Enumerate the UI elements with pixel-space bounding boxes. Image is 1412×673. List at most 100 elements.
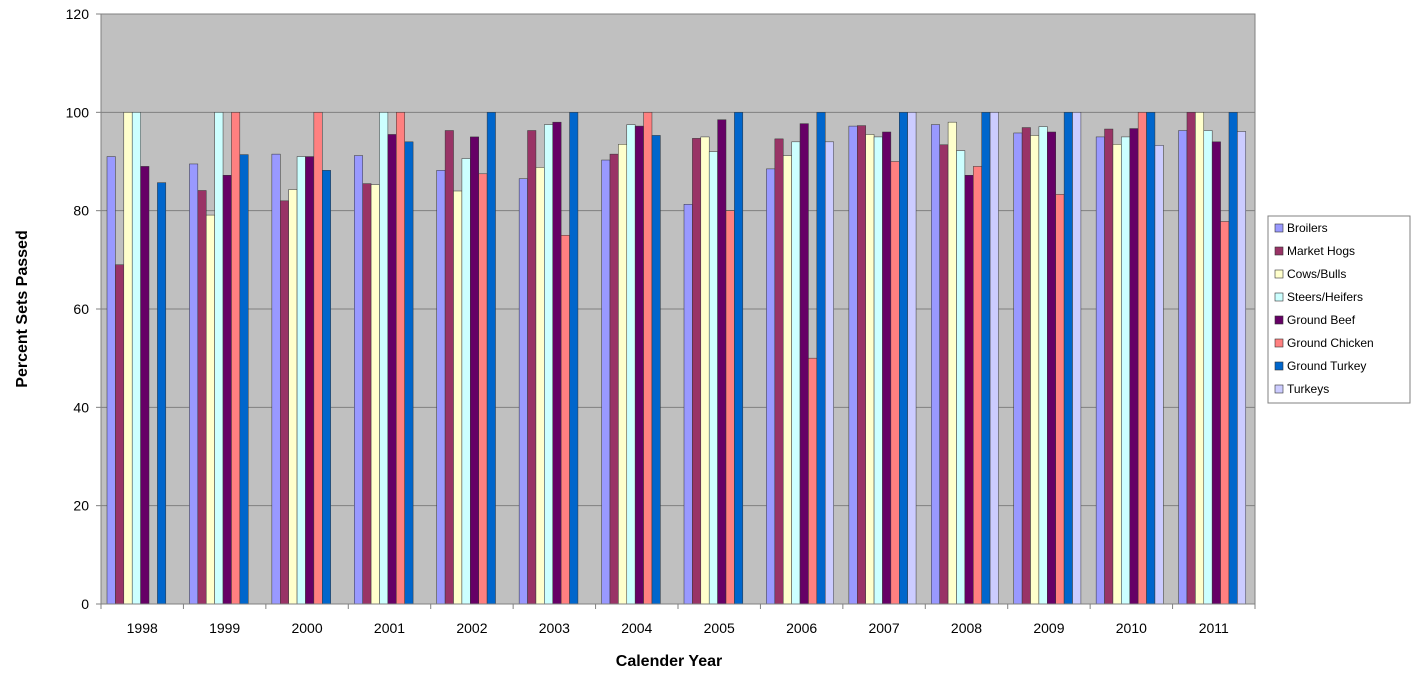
bar-market-hogs-2007	[857, 125, 866, 605]
bar-broilers-1999	[189, 163, 199, 605]
bar-ground-beef-2008	[964, 175, 974, 605]
bar-ground-turkey-2005	[734, 112, 744, 605]
bar-cows-bulls-2009	[1030, 135, 1040, 605]
x-tick-labels: 1998 1999 2000 2001 2002 2003 2004 2005 2006 2007…	[127, 620, 1229, 636]
bar-steers-heifers-1999	[214, 112, 224, 605]
bars	[106, 112, 1247, 605]
x-tick-label: 2003	[539, 620, 570, 636]
bar-market-hogs-1998	[115, 264, 125, 605]
bar-turkeys-2006	[824, 141, 834, 605]
y-tick-label: 20	[73, 498, 89, 514]
legend-swatch-turkeys	[1274, 384, 1284, 394]
bar-broilers-2000	[271, 153, 281, 605]
bar-ground-chicken-2003	[560, 235, 570, 605]
x-tick-label: 2008	[951, 620, 982, 636]
legend-swatch-ground-beef	[1274, 315, 1284, 325]
legend-label-ground-chicken: Ground Chicken	[1287, 336, 1374, 350]
bar-market-hogs-2008	[939, 144, 949, 605]
bar-broilers-2002	[436, 170, 446, 605]
bar-broilers-1998	[106, 156, 116, 605]
x-tick-label: 2002	[456, 620, 487, 636]
bar-market-hogs-2003	[527, 130, 537, 605]
bar-turkeys-2008	[989, 112, 999, 605]
bar-broilers-2003	[518, 178, 528, 605]
bar-cows-bulls-2007	[865, 134, 875, 605]
bar-broilers-2011	[1178, 130, 1188, 605]
legend-label-steers-heifers: Steers/Heifers	[1287, 290, 1363, 304]
bar-cows-bulls-1999	[205, 214, 215, 605]
legend-swatch-broilers	[1274, 223, 1284, 233]
bar-ground-turkey-1998	[157, 182, 167, 605]
bar-ground-beef-2001	[387, 134, 397, 605]
legend-box	[1267, 215, 1411, 404]
bar-ground-beef-2000	[305, 156, 315, 605]
bar-cows-bulls-2000	[288, 189, 298, 605]
bar-turkeys-2007	[907, 112, 917, 605]
bar-market-hogs-2011	[1186, 112, 1196, 605]
bar-market-hogs-2006	[774, 138, 784, 605]
bar-market-hogs-2004	[609, 153, 619, 605]
legend-swatch-ground-chicken	[1274, 338, 1284, 348]
bar-ground-chicken-2011	[1220, 221, 1230, 605]
bar-steers-heifers-2003	[544, 124, 553, 605]
bar-market-hogs-2005	[692, 138, 702, 605]
bar-broilers-2008	[931, 124, 940, 605]
bar-market-hogs-2001	[362, 183, 372, 605]
bar-ground-turkey-2004	[651, 135, 661, 605]
bar-ground-beef-2002	[470, 136, 479, 605]
x-tick-label: 2009	[1033, 620, 1064, 636]
bar-cows-bulls-2008	[947, 121, 957, 605]
bar-ground-chicken-2007	[890, 161, 900, 605]
bar-ground-turkey-2001	[404, 141, 414, 605]
bar-market-hogs-2010	[1104, 128, 1114, 605]
y-axis-title: Percent Sets Passed	[14, 230, 31, 387]
bar-steers-heifers-2010	[1121, 136, 1130, 605]
bar-steers-heifers-2000	[296, 156, 306, 605]
bar-ground-chicken-2010	[1137, 112, 1147, 605]
bar-broilers-2010	[1095, 136, 1105, 605]
y-tick-label: 40	[73, 399, 89, 415]
bar-cows-bulls-2003	[535, 167, 545, 605]
legend-label-cows-bulls: Cows/Bulls	[1287, 267, 1346, 281]
bar-cows-bulls-2001	[370, 184, 380, 605]
bar-broilers-2001	[354, 155, 363, 605]
y-tick-label: 0	[81, 596, 89, 612]
bar-market-hogs-1999	[197, 190, 207, 605]
bar-ground-turkey-2006	[816, 112, 826, 605]
bar-cows-bulls-2006	[782, 155, 792, 605]
bar-ground-chicken-2002	[478, 173, 488, 605]
bar-cows-bulls-1998	[123, 112, 133, 605]
bar-broilers-2005	[683, 204, 693, 605]
bar-ground-turkey-2002	[486, 112, 496, 605]
bar-ground-turkey-2010	[1146, 112, 1156, 605]
y-tick-label: 100	[66, 104, 90, 120]
bar-market-hogs-2002	[444, 130, 454, 605]
bar-ground-chicken-2001	[396, 112, 405, 605]
x-tick-label: 2004	[621, 620, 652, 636]
x-tick-label: 2006	[786, 620, 817, 636]
bar-broilers-2007	[848, 125, 858, 605]
bar-ground-chicken-2005	[725, 210, 735, 605]
axes	[96, 13, 1256, 609]
legend-label-turkeys: Turkeys	[1287, 382, 1329, 396]
bar-turkeys-2009	[1072, 112, 1082, 605]
bar-ground-chicken-1999	[231, 112, 241, 605]
bar-ground-turkey-2003	[569, 112, 579, 605]
bar-ground-turkey-2000	[322, 170, 331, 605]
bar-ground-beef-2003	[552, 121, 562, 605]
bar-steers-heifers-2006	[791, 141, 801, 605]
bar-ground-beef-2004	[634, 125, 644, 605]
bar-cows-bulls-2004	[618, 144, 628, 605]
bar-ground-turkey-1999	[239, 154, 249, 605]
y-tick-labels: 0 20 40 60 80 100 120	[66, 6, 90, 612]
bar-ground-turkey-2007	[899, 112, 908, 605]
x-tick-label: 2011	[1199, 620, 1229, 636]
x-tick-label: 2005	[704, 620, 735, 636]
bar-ground-beef-2006	[799, 123, 809, 605]
y-tick-label: 80	[73, 203, 89, 219]
legend-swatch-steers-heifers	[1274, 292, 1284, 302]
bar-turkeys-2011	[1237, 131, 1247, 605]
bar-steers-heifers-2011	[1203, 130, 1213, 605]
bar-ground-chicken-2004	[643, 112, 653, 605]
x-tick-label: 1999	[209, 620, 240, 636]
